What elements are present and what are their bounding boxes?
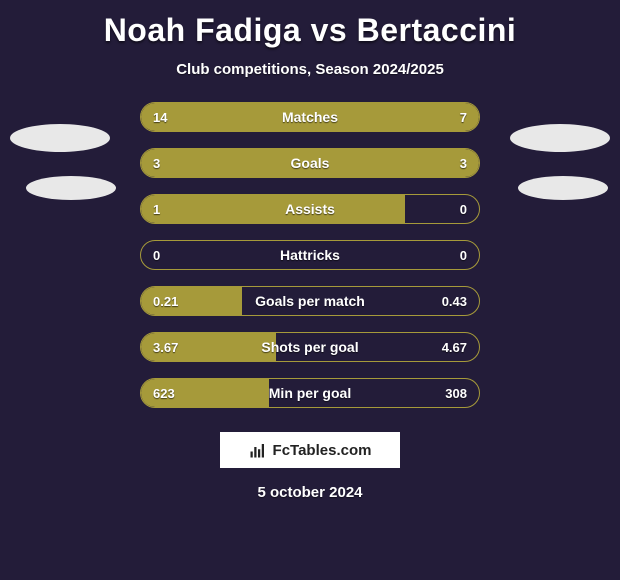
player-left-photo-placeholder-1 — [10, 124, 110, 152]
page-title: Noah Fadiga vs Bertaccini — [0, 0, 620, 49]
snapshot-date: 5 october 2024 — [0, 484, 620, 501]
bar-chart-icon — [249, 441, 267, 459]
stat-row: 10Assists — [140, 194, 480, 224]
stat-label: Goals — [141, 155, 479, 171]
page-subtitle: Club competitions, Season 2024/2025 — [0, 61, 620, 78]
stat-row: 0.210.43Goals per match — [140, 286, 480, 316]
player-right-photo-placeholder-1 — [510, 124, 610, 152]
stat-row: 00Hattricks — [140, 240, 480, 270]
stat-label: Goals per match — [141, 293, 479, 309]
stat-label: Min per goal — [141, 385, 479, 401]
stat-row: 147Matches — [140, 102, 480, 132]
stats-container: 147Matches 33Goals 10Assists 00Hattricks 0.2… — [140, 102, 480, 408]
stat-label: Assists — [141, 201, 479, 217]
source-logo-text: FcTables.com — [273, 442, 372, 459]
player-left-photo-placeholder-2 — [26, 176, 116, 200]
stat-label: Shots per goal — [141, 339, 479, 355]
stat-label: Matches — [141, 109, 479, 125]
player-right-photo-placeholder-2 — [518, 176, 608, 200]
stat-row: 623308Min per goal — [140, 378, 480, 408]
source-logo: FcTables.com — [220, 432, 400, 468]
stat-label: Hattricks — [141, 247, 479, 263]
stat-row: 3.674.67Shots per goal — [140, 332, 480, 362]
stat-row: 33Goals — [140, 148, 480, 178]
